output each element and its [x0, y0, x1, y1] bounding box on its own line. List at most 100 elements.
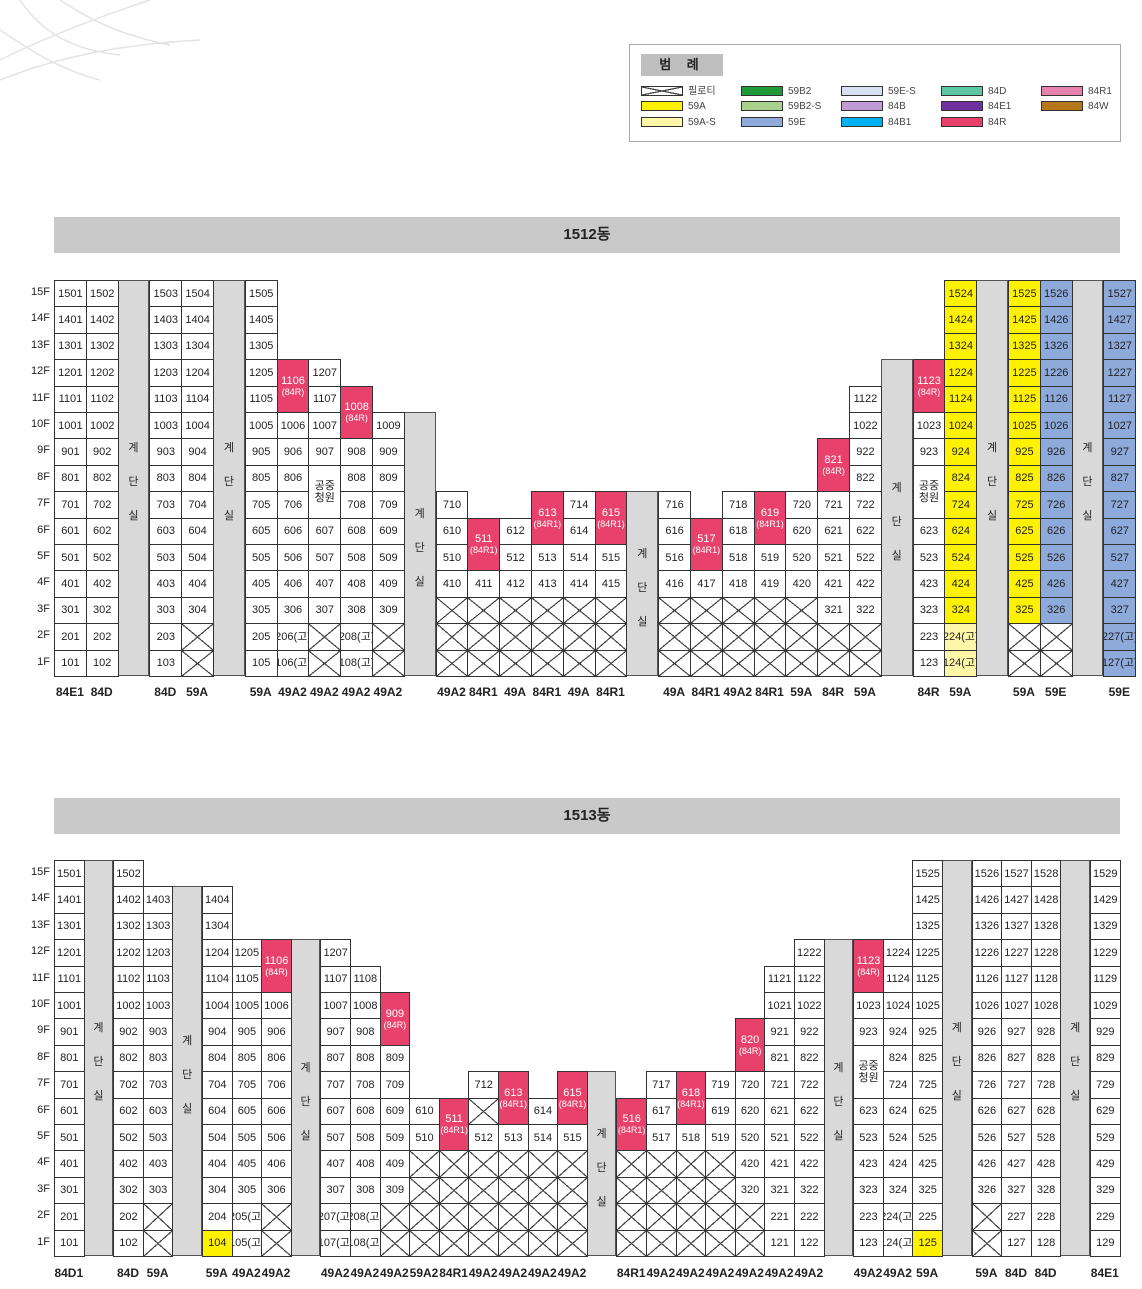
- unit-cell: 922: [849, 438, 882, 466]
- unit-cell: 905: [231, 1018, 263, 1046]
- unit-type-label: 49A2: [261, 1266, 291, 1280]
- unit-label: (84R1): [692, 545, 721, 556]
- unit-cell: 1023: [912, 412, 946, 440]
- legend-swatch: [641, 101, 683, 112]
- unit-label: 1101: [57, 973, 82, 986]
- piloti-cell: [721, 596, 755, 625]
- unit-cell: 406: [276, 570, 310, 598]
- unit-label: 623: [919, 525, 939, 538]
- unit-cell: 504: [202, 1124, 233, 1152]
- unit-label: 1426: [1043, 314, 1069, 327]
- unit-label: 414: [570, 578, 589, 591]
- unit-label: 406: [267, 1158, 286, 1171]
- unit-label: 1225: [915, 946, 940, 959]
- legend-label: 84W: [1088, 101, 1109, 112]
- unit-label: 1006: [264, 999, 289, 1012]
- unit-label: 1003: [145, 999, 171, 1012]
- unit-label: 728: [1036, 1078, 1056, 1091]
- unit-label: 1429: [1093, 894, 1118, 907]
- unit-type-label: 59A: [249, 685, 272, 699]
- unit-label: 729: [1096, 1078, 1115, 1091]
- unit-label: 511: [475, 533, 493, 546]
- unit-cell: 411: [467, 570, 501, 598]
- unit-cell: 519: [705, 1124, 736, 1152]
- stairwell-label: 계: [1082, 442, 1093, 454]
- legend-swatch: [841, 86, 883, 97]
- unit-cell: 614: [527, 1097, 559, 1125]
- unit-label: 324: [951, 604, 970, 617]
- unit-cell: 1202: [113, 939, 144, 967]
- unit-label: 201: [60, 1210, 79, 1223]
- legend-label: 84D: [988, 86, 1007, 97]
- unit-cell: 1228: [1030, 939, 1062, 967]
- unit-label: 610: [415, 1105, 434, 1118]
- unit-cell: 604: [202, 1097, 233, 1125]
- unit-label: 721: [824, 498, 843, 511]
- unit-label: 907: [315, 446, 334, 459]
- unit-cell: 518: [721, 544, 755, 572]
- floor-label: 9F: [37, 1024, 50, 1037]
- unit-type-label: 84E1: [55, 685, 84, 699]
- unit-cell: 822: [794, 1044, 825, 1073]
- unit-cell: 924: [882, 1018, 914, 1046]
- unit-cell: 101: [54, 1229, 85, 1257]
- legend-label: 59A-S: [688, 117, 716, 128]
- unit-type-label: 59A: [790, 685, 813, 699]
- unit-label: 908: [356, 1026, 375, 1039]
- unit-cell: 406: [261, 1150, 292, 1178]
- unit-cell: 620: [734, 1097, 766, 1125]
- unit-cell: 516 (84R1): [616, 1097, 647, 1152]
- unit-cell: 1226: [1039, 359, 1073, 387]
- unit-label: 519: [711, 1131, 730, 1144]
- unit-cell: 404: [181, 570, 214, 598]
- unit-label: 618: [681, 1087, 701, 1100]
- unit-label: 501: [60, 1131, 79, 1144]
- piloti-cell: [616, 1176, 647, 1205]
- unit-type-label: 59A: [949, 685, 972, 699]
- unit-label: 416: [665, 578, 684, 591]
- unit-label: 1005: [234, 999, 260, 1012]
- piloti-cell: [646, 1229, 677, 1257]
- unit-type-label: 49A2: [883, 1266, 912, 1280]
- unit-cell: 1224: [882, 939, 914, 967]
- unit-label: 1228: [1033, 946, 1059, 959]
- unit-label: 1226: [974, 946, 1000, 959]
- unit-cell: 527: [1103, 544, 1137, 572]
- unit-label: 518: [681, 1131, 701, 1144]
- stairwell-label: 단: [596, 1161, 607, 1174]
- unit-label: 401: [61, 578, 80, 591]
- unit-cell: 820 (84R): [734, 1018, 766, 1073]
- unit-label: 517: [697, 533, 716, 546]
- unit-cell: 1129: [1090, 965, 1121, 993]
- unit-label: 1502: [116, 867, 141, 880]
- unit-label: 704: [208, 1078, 227, 1091]
- unit-cell: 804: [202, 1044, 233, 1073]
- piloti-cell: [409, 1150, 440, 1178]
- legend-label: 필로티: [688, 86, 716, 97]
- piloti-cell: [971, 1203, 1003, 1231]
- piloti-cell: [675, 1176, 707, 1205]
- unit-label: 1501: [58, 287, 83, 300]
- piloti-cell: [557, 1176, 588, 1205]
- unit-label: 1329: [1093, 920, 1118, 933]
- unit-cell: 124(고): [944, 649, 978, 677]
- unit-label: 528: [1036, 1131, 1056, 1144]
- unit-label: 1024: [948, 419, 974, 432]
- unit-label: 706: [283, 498, 303, 511]
- unit-cell: 321: [817, 596, 850, 625]
- unit-label: 802: [93, 472, 112, 485]
- unit-label: (84R): [265, 967, 288, 978]
- unit-label: 1527: [1107, 287, 1133, 300]
- unit-cell: 507: [320, 1124, 351, 1152]
- unit-cell: 522: [849, 544, 882, 572]
- stairwell-label: 단: [300, 1095, 311, 1108]
- unit-label: 124(고): [884, 1237, 913, 1250]
- unit-label: (84R1): [756, 519, 784, 530]
- unit-type-label: 84R: [917, 685, 940, 699]
- floor-label: 11F: [31, 971, 50, 984]
- unit-type-label: 49A2: [794, 1266, 824, 1280]
- unit-cell: 205: [244, 623, 278, 651]
- unit-cell: 1007: [320, 992, 351, 1020]
- unit-cell: 521: [817, 544, 850, 572]
